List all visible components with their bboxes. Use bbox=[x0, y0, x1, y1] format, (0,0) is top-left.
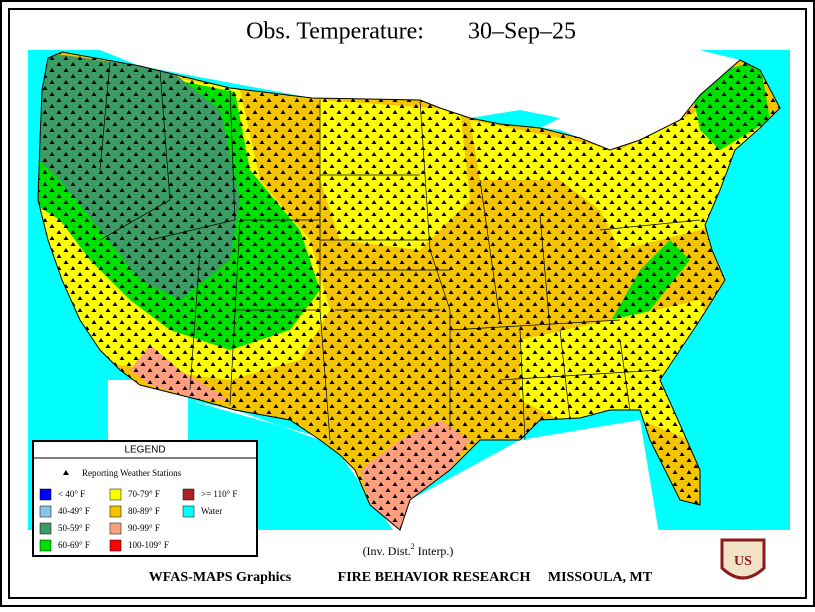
footer-center: FIRE BEHAVIOR RESEARCH bbox=[338, 570, 531, 585]
legend-swatch bbox=[109, 505, 122, 518]
legend-label: 60-69° F bbox=[58, 540, 90, 550]
title: Obs. Temperature: bbox=[246, 19, 424, 45]
logo-text: US bbox=[734, 554, 752, 569]
legend-label: 70-79° F bbox=[128, 489, 160, 499]
legend-swatch bbox=[39, 522, 52, 535]
state-borders bbox=[99, 61, 701, 441]
date: 30–Sep–25 bbox=[468, 19, 576, 45]
legend-title: LEGEND bbox=[124, 445, 165, 456]
legend-label: 80-89° F bbox=[128, 506, 160, 516]
legend-swatch bbox=[39, 488, 52, 501]
footer-right: MISSOULA, MT bbox=[548, 570, 653, 585]
legend-label: 40-49° F bbox=[58, 506, 90, 516]
legend-label: 90-99° F bbox=[128, 523, 160, 533]
mexico-land bbox=[188, 400, 660, 540]
logo-shield bbox=[720, 538, 766, 580]
legend-label: < 40° F bbox=[58, 489, 85, 499]
legend-label: 50-59° F bbox=[58, 523, 90, 533]
note-text: (Inv. Dist. bbox=[363, 544, 411, 558]
legend-swatch bbox=[182, 488, 195, 501]
interp-note: (Inv. Dist.2 Interp.) bbox=[363, 542, 454, 558]
lake-superior bbox=[470, 110, 560, 128]
footer-left: WFAS-MAPS Graphics bbox=[149, 570, 292, 585]
legend-box bbox=[32, 440, 258, 557]
legend-label: Water bbox=[201, 506, 222, 516]
note-end: Interp.) bbox=[415, 544, 454, 558]
legend-swatch bbox=[109, 539, 122, 552]
station-symbol bbox=[63, 470, 69, 475]
note-sup: 2 bbox=[411, 542, 415, 551]
legend-swatch bbox=[39, 505, 52, 518]
legend-items: < 40° F 40-49° F 50-59° F 60-69° F 70-79° F 8… bbox=[39, 488, 237, 552]
legend-swatch bbox=[182, 505, 195, 518]
legend-swatch bbox=[109, 522, 122, 535]
inner-frame bbox=[8, 8, 807, 599]
legend-swatch bbox=[39, 539, 52, 552]
legend-stations: Reporting Weather Stations bbox=[82, 468, 182, 478]
legend-label: 100-109° F bbox=[128, 540, 169, 550]
legend-swatch bbox=[109, 488, 122, 501]
legend-label: >= 110° F bbox=[201, 489, 237, 499]
